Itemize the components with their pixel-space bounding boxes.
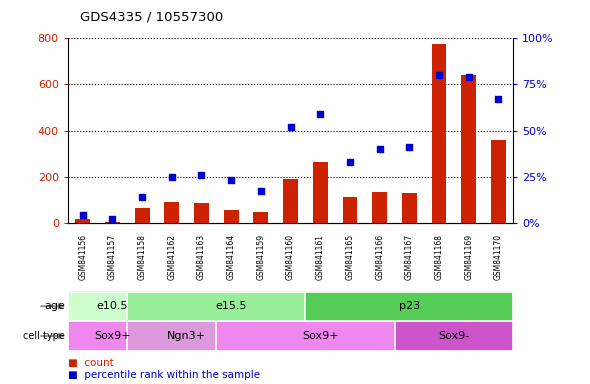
Point [375, 146, 385, 152]
Text: GSM841162: GSM841162 [168, 234, 176, 280]
Text: GSM841161: GSM841161 [316, 234, 325, 280]
Text: Sox9+: Sox9+ [302, 331, 339, 341]
Bar [283, 179, 298, 223]
Bar [135, 208, 149, 223]
Bar [105, 222, 120, 223]
Bar [217, 321, 424, 351]
Text: GSM841166: GSM841166 [375, 234, 384, 280]
Text: GSM841157: GSM841157 [108, 234, 117, 280]
Point [316, 111, 325, 117]
Point [405, 144, 414, 150]
Bar [432, 44, 447, 223]
Text: ■  percentile rank within the sample: ■ percentile rank within the sample [68, 370, 260, 380]
Text: GSM841168: GSM841168 [435, 234, 444, 280]
Bar [313, 162, 327, 223]
Point [137, 194, 147, 200]
Bar [343, 197, 358, 223]
Text: GSM841170: GSM841170 [494, 234, 503, 280]
Point [345, 159, 355, 165]
Point [196, 172, 206, 178]
Bar [76, 219, 90, 223]
Bar [372, 192, 387, 223]
Text: GSM841164: GSM841164 [227, 234, 235, 280]
Text: GSM841159: GSM841159 [257, 234, 266, 280]
Text: cell type: cell type [23, 331, 65, 341]
Bar [402, 193, 417, 223]
Point [286, 124, 295, 130]
Point [494, 96, 503, 102]
Text: GSM841169: GSM841169 [464, 234, 473, 280]
Text: Sox9+: Sox9+ [94, 331, 131, 341]
Text: GSM841158: GSM841158 [137, 234, 146, 280]
Point [464, 74, 473, 80]
Bar [194, 203, 209, 223]
Bar [224, 210, 238, 223]
Text: GSM841165: GSM841165 [346, 234, 355, 280]
Bar [127, 321, 246, 351]
Bar [306, 292, 513, 321]
Text: Ngn3+: Ngn3+ [167, 331, 206, 341]
Bar [461, 75, 476, 223]
Bar [68, 321, 157, 351]
Bar [254, 212, 268, 223]
Bar [491, 140, 506, 223]
Text: e10.5: e10.5 [97, 301, 128, 311]
Text: GSM841156: GSM841156 [78, 234, 87, 280]
Text: e15.5: e15.5 [215, 301, 247, 311]
Point [107, 216, 117, 222]
Text: GDS4335 / 10557300: GDS4335 / 10557300 [80, 10, 223, 23]
Point [227, 177, 236, 184]
Point [78, 212, 87, 218]
Bar [127, 292, 335, 321]
Text: GSM841163: GSM841163 [197, 234, 206, 280]
Text: Sox9-: Sox9- [438, 331, 470, 341]
Text: ■  count: ■ count [68, 358, 114, 368]
Bar [395, 321, 513, 351]
Text: age: age [44, 301, 65, 311]
Text: GSM841160: GSM841160 [286, 234, 295, 280]
Point [256, 188, 266, 194]
Text: GSM841167: GSM841167 [405, 234, 414, 280]
Text: p23: p23 [399, 301, 420, 311]
Bar [68, 292, 157, 321]
Point [167, 174, 176, 180]
Bar [165, 202, 179, 223]
Point [434, 72, 444, 78]
